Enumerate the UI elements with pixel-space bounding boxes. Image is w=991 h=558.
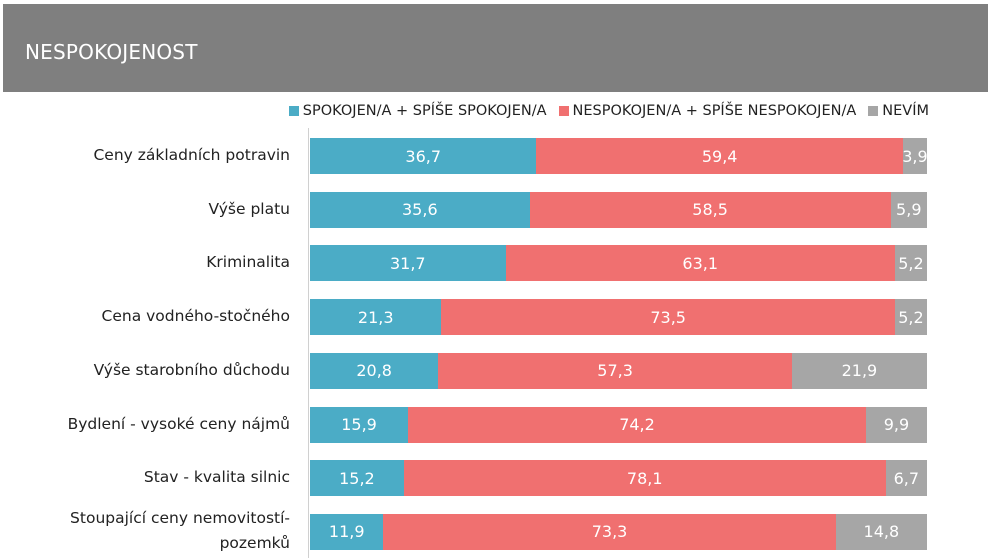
bar-segment: 15,2 [310,460,404,497]
data-label: 21,9 [841,361,878,381]
category-label: Ceny základních potravin [93,146,290,164]
data-label: 58,5 [692,200,728,220]
category-label: Bydlení - vysoké ceny nájmů [67,414,290,433]
data-label: 6,7 [893,468,920,488]
bar-segment: 11,9 [310,513,384,550]
legend: SPOKOJEN/A + SPÍŠE SPOKOJEN/A NESPOKOJEN… [277,103,929,119]
data-label: 3,9 [902,146,928,166]
bar-segment: 78,1 [403,460,886,497]
category-label: Stav - kvalita silnic [143,468,290,487]
bar-segment: 35,6 [310,191,530,228]
bar-segment: 31,7 [310,245,506,282]
bar-row: 35,6 58,5 5,9 [310,191,927,228]
data-label: 78,1 [626,468,663,488]
data-label: 14,8 [863,522,900,542]
bar-row: 15,2 78,1 6,7 [310,460,927,497]
bar-segment: 5,9 [890,191,927,228]
category-label: Cena vodného-stočného [101,307,290,326]
legend-swatch-spokojen [288,106,299,116]
legend-swatch-nespokojen [558,106,569,116]
legend-item-nespokojen: NESPOKOJEN/A + SPÍŠE NESPOKOJEN/A [558,103,857,119]
category-label: Výše platu [208,199,290,218]
bar-row: 20,8 57,3 21,9 [310,352,927,389]
legend-item-spokojen: SPOKOJEN/A + SPÍŠE SPOKOJEN/A [288,103,547,119]
data-label: 5,2 [898,307,924,327]
legend-item-nevim: NEVÍM [868,103,929,119]
category-label: Stoupající ceny nemovitostí-pozemků [70,508,290,552]
chart-header: NESPOKOJENOST [3,4,988,92]
bar-segment: 63,1 [505,245,895,282]
data-label: 15,9 [341,415,377,434]
bar-segment: 14,8 [835,513,927,550]
data-label: 73,3 [591,522,628,542]
data-label: 15,2 [339,468,375,488]
bar-segment: 58,5 [529,191,891,228]
data-label: 11,9 [328,522,365,542]
data-label: 31,7 [389,253,426,273]
bar-segment: 21,3 [310,299,442,336]
bar-segment: 74,2 [408,406,866,443]
bar-segment: 20,8 [310,352,439,389]
legend-label-nespokojen: NESPOKOJEN/A + SPÍŠE NESPOKOJEN/A [572,103,857,119]
data-label: 20,8 [356,361,392,381]
data-label: 74,2 [619,415,655,434]
bar-segment: 73,5 [441,299,895,336]
data-label: 36,7 [405,146,442,166]
data-label: 59,4 [701,146,738,166]
data-label: 5,2 [898,253,924,273]
bar-segment: 5,2 [894,299,927,336]
legend-label-spokojen: SPOKOJEN/A + SPÍŠE SPOKOJEN/A [302,103,547,119]
bar-segment: 6,7 [885,460,927,497]
category-label: Výše starobního důchodu [93,360,290,379]
bar-row: 11,9 73,3 14,8 [310,513,927,550]
data-label: 73,5 [650,307,686,327]
bar-segment: 59,4 [536,138,903,174]
data-label: 35,6 [402,200,438,220]
category-axis-line [308,128,309,558]
bar-segment: 21,9 [791,352,927,389]
bar-row: 15,9 74,2 9,9 [310,406,927,443]
bar-segment: 3,9 [902,138,928,174]
data-label: 21,3 [357,307,394,327]
bar-segment: 36,7 [310,138,537,174]
chart-title: NESPOKOJENOST [25,40,198,64]
category-label: Kriminalita [206,253,290,272]
bar-segment: 73,3 [383,513,836,550]
legend-label-nevim: NEVÍM [882,103,929,119]
bar-row: 36,7 59,4 3,9 [310,138,928,174]
bar-row: 31,7 63,1 5,2 [310,245,927,282]
bar-row: 21,3 73,5 5,2 [310,299,927,336]
legend-swatch-nevim [868,106,879,116]
data-label: 5,9 [896,200,922,220]
bar-segment: 15,9 [310,406,409,443]
bar-segment: 9,9 [865,406,927,443]
data-label: 63,1 [682,253,719,273]
bar-segment: 5,2 [894,245,927,282]
bar-segment: 57,3 [438,352,792,389]
data-label: 9,9 [883,415,910,434]
data-label: 57,3 [597,361,633,381]
